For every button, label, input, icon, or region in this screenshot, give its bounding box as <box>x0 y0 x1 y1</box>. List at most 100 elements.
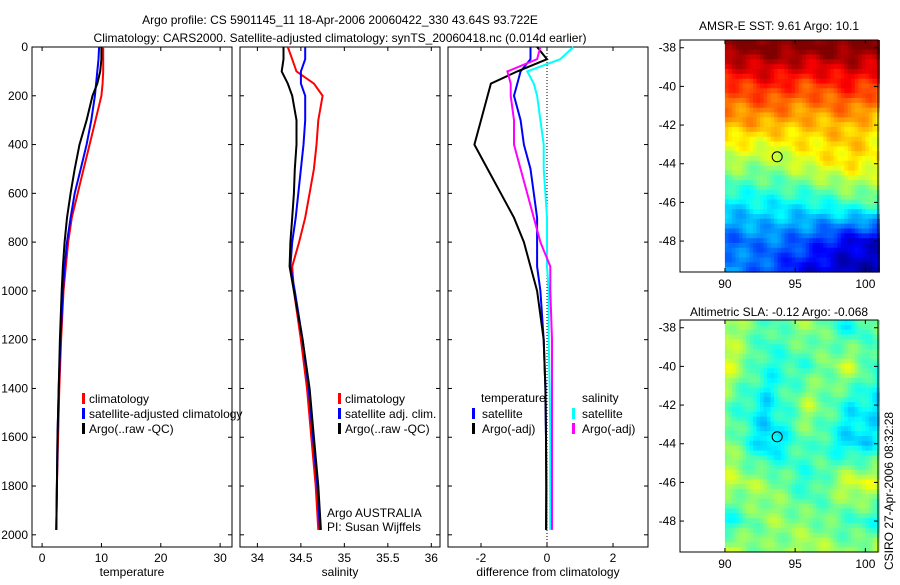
heatmap-cell <box>865 382 870 389</box>
heatmap-cell <box>847 83 852 89</box>
heatmap-cell <box>861 532 866 539</box>
heatmap-cell <box>833 199 838 205</box>
heatmap-cell <box>872 513 877 519</box>
heatmap-cell <box>763 78 768 85</box>
heatmap-cell <box>858 151 863 157</box>
heatmap-cell <box>840 426 845 432</box>
heatmap-cell <box>872 233 877 239</box>
heatmap-cell <box>830 416 835 423</box>
heatmap-cell <box>767 416 772 423</box>
heatmap-cell <box>774 440 779 447</box>
heatmap-cell <box>788 547 793 553</box>
heatmap-cell <box>735 238 740 244</box>
heatmap-cell <box>826 156 831 162</box>
heatmap-cell <box>861 353 866 360</box>
heatmap-cell <box>770 93 775 99</box>
heatmap-cell <box>819 324 824 331</box>
heatmap-cell <box>847 69 852 75</box>
heatmap-cell <box>858 489 863 495</box>
heatmap-cell <box>805 185 810 191</box>
heatmap-cell <box>742 339 747 345</box>
heatmap-cell <box>819 320 824 326</box>
legend-label: satellite <box>482 407 523 421</box>
heatmap-cell <box>763 547 768 553</box>
heatmap-cell <box>823 218 828 225</box>
heatmap-cell <box>809 349 814 355</box>
heatmap-cell <box>805 484 810 490</box>
heatmap-cell <box>763 160 768 167</box>
heatmap-cell <box>784 122 789 128</box>
heatmap-cell <box>819 494 824 500</box>
heatmap-cell <box>865 262 870 268</box>
heatmap-cell <box>872 54 877 60</box>
heatmap-cell <box>816 204 821 210</box>
heatmap-cell <box>760 131 765 138</box>
heatmap-cell <box>840 440 845 447</box>
heatmap-cell <box>837 537 842 543</box>
heatmap-cell <box>854 204 859 210</box>
heatmap-cell <box>749 513 754 519</box>
heatmap-cell <box>728 373 733 379</box>
heatmap-cell <box>770 243 775 249</box>
heatmap-cell <box>767 358 772 365</box>
heatmap-cell <box>724 503 729 510</box>
heatmap-cell <box>816 214 821 220</box>
heatmap-cell <box>858 189 863 196</box>
heatmap-cell <box>837 518 842 524</box>
heatmap-cell <box>861 334 866 340</box>
heatmap-cell <box>791 180 796 186</box>
heatmap-cell <box>735 69 740 75</box>
heatmap-cell <box>739 64 744 70</box>
heatmap-cell <box>767 233 772 239</box>
heatmap-cell <box>823 378 828 384</box>
heatmap-cell <box>819 141 824 147</box>
heatmap-cell <box>798 373 803 379</box>
heatmap-cell <box>805 494 810 500</box>
y-tick-label: 1600 <box>1 430 28 444</box>
heatmap-cell <box>784 339 789 345</box>
heatmap-cell <box>732 49 737 56</box>
heatmap-cell <box>774 199 779 205</box>
heatmap-cell <box>837 450 842 456</box>
heatmap-cell <box>739 175 744 181</box>
heatmap-cell <box>749 344 754 350</box>
heatmap-cell <box>847 527 852 534</box>
heatmap-cell <box>826 387 831 394</box>
heatmap-cell <box>742 469 747 476</box>
heatmap-cell <box>816 402 821 408</box>
heatmap-cell <box>735 474 740 481</box>
y-tick-label: 200 <box>8 89 28 103</box>
heatmap-cell <box>739 252 744 259</box>
heatmap-cell <box>791 194 796 201</box>
heatmap-cell <box>756 136 761 143</box>
heatmap-cell <box>858 392 863 398</box>
heatmap-cell <box>795 469 800 476</box>
heatmap-cell <box>805 324 810 331</box>
heatmap-cell <box>798 508 803 514</box>
heatmap-cell <box>823 69 828 75</box>
heatmap-cell <box>742 329 747 336</box>
heatmap-cell <box>865 189 870 196</box>
heatmap-cell <box>809 209 814 215</box>
heatmap-cell <box>753 49 758 56</box>
heatmap-cell <box>837 199 842 205</box>
heatmap-cell <box>837 156 842 162</box>
heatmap-cell <box>830 54 835 60</box>
heatmap-cell <box>840 160 845 167</box>
heatmap-cell <box>753 98 758 104</box>
heatmap-cell <box>732 368 737 374</box>
heatmap-cell <box>844 112 849 118</box>
heatmap-cell <box>742 40 747 46</box>
heatmap-cell <box>872 397 877 403</box>
heatmap-cell <box>784 513 789 519</box>
heatmap-cell <box>823 426 828 432</box>
heatmap-cell <box>742 267 747 273</box>
heatmap-cell <box>865 180 870 186</box>
heatmap-cell <box>868 498 873 505</box>
heatmap-cell <box>746 64 751 70</box>
heatmap-cell <box>858 455 863 461</box>
heatmap-cell <box>837 368 842 374</box>
heatmap-cell <box>774 131 779 138</box>
heatmap-cell <box>739 494 744 500</box>
heatmap-cell <box>858 324 863 331</box>
